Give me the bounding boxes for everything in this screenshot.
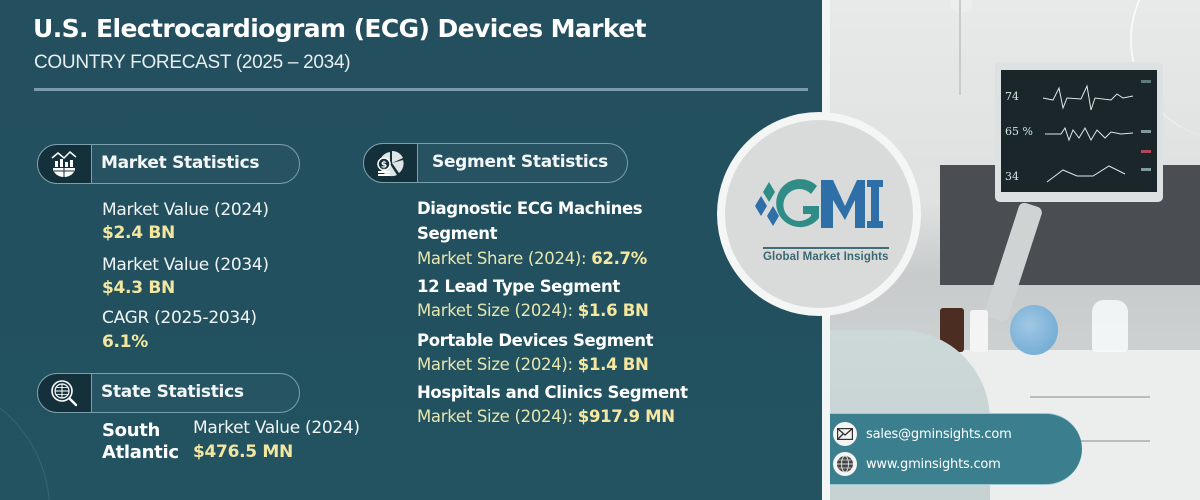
state-statistics-heading: State Statistics xyxy=(101,382,244,402)
market-statistics-header: Market Statistics xyxy=(36,143,300,184)
segment-portable-title: Portable Devices Segment xyxy=(417,331,654,350)
photo-pump-bottle xyxy=(1092,300,1128,352)
cart-drawer xyxy=(1030,440,1150,442)
segment-diagnostic-metric-label: Market Share (2024): xyxy=(417,249,587,268)
globe-icon xyxy=(833,452,857,476)
segment-statistics-heading: Segment Statistics xyxy=(432,152,608,172)
contact-website[interactable]: www.gminsights.com xyxy=(866,456,1001,472)
segment-statistics-header: $ Segment Statistics xyxy=(362,142,628,183)
contact-bar: sales@gminsights.com www.gminsights.com xyxy=(830,413,1082,485)
state-market-value: $476.5 MN xyxy=(193,442,293,462)
pie-coin-icon: $ xyxy=(362,142,418,183)
photo-lamp xyxy=(950,0,972,12)
segment-diagnostic-title-line2: Segment xyxy=(417,224,498,243)
vital-resp: 34 xyxy=(1005,170,1019,183)
contact-email[interactable]: sales@gminsights.com xyxy=(866,426,1012,442)
segment-hospitals-metric-label: Market Size (2024): xyxy=(417,407,573,426)
market-value-2034-label: Market Value (2034) xyxy=(102,255,269,275)
segment-hospitals-value: $917.9 MN xyxy=(577,407,675,426)
market-statistics-heading: Market Statistics xyxy=(101,153,260,173)
photo-blue-bag xyxy=(1010,305,1058,355)
globe-search-icon xyxy=(36,372,92,413)
logo-company-name: Global Market Insights xyxy=(763,251,889,263)
photo-white-bottle xyxy=(970,310,988,352)
state-name-line1: South xyxy=(102,420,161,441)
chart-globe-icon xyxy=(36,143,92,184)
market-value-2024-label: Market Value (2024) xyxy=(102,200,269,220)
segment-diagnostic-value: 62.7% xyxy=(591,249,647,268)
segment-12-lead-metric: Market Size (2024): $1.6 BN xyxy=(417,301,649,320)
segment-12-lead-value: $1.6 BN xyxy=(577,301,649,320)
left-panel: U.S. Electrocardiogram (ECG) Devices Mar… xyxy=(0,0,822,500)
vital-heart-rate: 74 xyxy=(1005,90,1019,103)
mail-icon xyxy=(833,422,857,446)
title-divider xyxy=(34,88,808,91)
segment-portable-value: $1.4 BN xyxy=(577,355,649,374)
page-title: U.S. Electrocardiogram (ECG) Devices Mar… xyxy=(33,14,647,43)
contact-email-row[interactable]: sales@gminsights.com xyxy=(833,420,1012,448)
cagr-label: CAGR (2025-2034) xyxy=(102,308,257,328)
market-value-2024-value: $2.4 BN xyxy=(102,223,175,243)
segment-12-lead-metric-label: Market Size (2024): xyxy=(417,301,573,320)
logo-divider xyxy=(763,247,889,249)
contact-website-row[interactable]: www.gminsights.com xyxy=(833,450,1001,478)
segment-portable-metric-label: Market Size (2024): xyxy=(417,355,573,374)
state-name-line2: Atlantic xyxy=(102,442,179,463)
segment-hospitals-metric: Market Size (2024): $917.9 MN xyxy=(417,407,675,426)
vital-spo2: 65 % xyxy=(1005,125,1033,138)
svg-text:$: $ xyxy=(381,160,387,170)
segment-diagnostic-metric: Market Share (2024): 62.7% xyxy=(417,249,647,268)
state-statistics-header: State Statistics xyxy=(36,372,300,413)
ecg-waveform-icon xyxy=(1042,80,1151,183)
segment-hospitals-title: Hospitals and Clinics Segment xyxy=(417,383,688,402)
ecg-monitor-screen: 74 65 % 34 xyxy=(1001,70,1157,192)
segment-portable-metric: Market Size (2024): $1.4 BN xyxy=(417,355,649,374)
ecg-monitor: 74 65 % 34 xyxy=(995,62,1163,202)
gmi-logo-badge: Global Market Insights xyxy=(717,112,921,316)
photo-lamp-cord xyxy=(959,0,961,95)
state-name: South Atlantic xyxy=(102,420,179,464)
cart-drawer xyxy=(1030,396,1150,398)
gmi-logo-icon xyxy=(755,179,883,228)
state-market-value-label: Market Value (2024) xyxy=(193,418,360,438)
market-value-2034-value: $4.3 BN xyxy=(102,278,175,298)
cagr-value: 6.1% xyxy=(102,332,148,352)
segment-diagnostic-title-line1: Diagnostic ECG Machines xyxy=(417,199,643,218)
segment-12-lead-title: 12 Lead Type Segment xyxy=(417,277,620,296)
page-subtitle: COUNTRY FORECAST (2025 – 2034) xyxy=(34,52,351,73)
